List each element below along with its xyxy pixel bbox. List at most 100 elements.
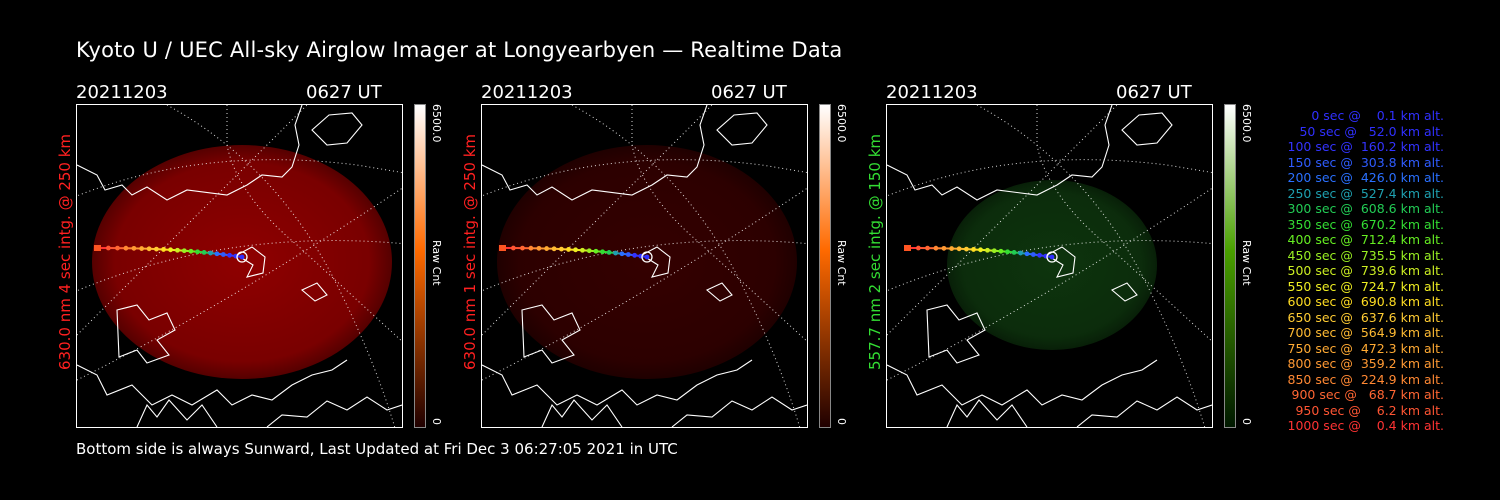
panel-2-time: 0627 UT [711, 82, 787, 103]
trajectory-point [971, 247, 976, 252]
legend-row: 900 sec @ 68.7 km alt. [1287, 387, 1444, 402]
legend-row: 650 sec @ 637.6 km alt. [1283, 309, 1445, 325]
footer-status: Bottom side is always Sunward, Last Upda… [76, 440, 678, 458]
legend-row: 950 sec @ 6.2 km alt. [1291, 402, 1444, 418]
trajectory-point [566, 247, 571, 252]
panel-1-colorbar [414, 104, 426, 428]
trajectory-point [925, 245, 930, 251]
legend-row: 300 sec @ 608.6 km alt. [1283, 201, 1445, 216]
trajectory-point [1037, 252, 1042, 258]
panel-3-colorbar-max: 6500.0 [1240, 104, 1253, 143]
legend-row: 50 sec @ 52.0 km alt. [1291, 123, 1444, 139]
panel-3-image [886, 104, 1213, 428]
legend-row: 150 sec @ 303.8 km alt. [1283, 154, 1445, 170]
panel-2-date: 20211203 [481, 82, 573, 103]
page-title: Kyoto U / UEC All-sky Airglow Imager at … [76, 38, 843, 62]
coastline [77, 359, 348, 406]
coastline [946, 399, 1028, 427]
longitude-line [77, 105, 308, 336]
panel-3-date: 20211203 [886, 82, 978, 103]
panel-3-colorbar-unit: Raw Cnt [1240, 240, 1253, 286]
legend-row: 350 sec @ 670.2 km alt. [1283, 216, 1445, 232]
station-marker [236, 251, 248, 263]
launch-marker [94, 245, 101, 251]
coastline [705, 282, 733, 302]
trajectory-legend: 0 sec @ 0.1 km alt. 50 sec @ 52.0 km alt… [1262, 108, 1445, 434]
panel-2-colorbar [819, 104, 831, 428]
trajectory-point [181, 248, 187, 254]
longitude-line [976, 105, 1206, 427]
coastline [640, 246, 671, 278]
trajectory-point [520, 245, 525, 251]
coastline [926, 304, 986, 364]
panel-1-time: 0627 UT [306, 82, 382, 103]
panel-2-colorbar-unit: Raw Cnt [835, 240, 848, 286]
trajectory-point [619, 251, 625, 257]
trajectory-point [551, 246, 557, 252]
launch-marker [904, 245, 911, 251]
coastline [235, 246, 266, 278]
coastline [1110, 282, 1138, 302]
panel-1-date: 20211203 [76, 82, 168, 103]
trajectory-point [1005, 249, 1010, 255]
trajectory-point [998, 248, 1004, 254]
coastline [116, 304, 176, 364]
legend-row: 800 sec @ 359.2 km alt. [1283, 356, 1445, 371]
panel-1-colorbar-max: 6500.0 [430, 104, 443, 143]
coastline [671, 396, 807, 427]
longitude-line [571, 105, 801, 427]
launch-marker [499, 245, 506, 251]
trajectory-point [195, 249, 200, 255]
legend-row: 1000 sec @ 0.4 km alt. [1287, 418, 1444, 433]
trajectory-point [123, 245, 129, 251]
trajectory-point [528, 245, 534, 251]
coastline [482, 359, 753, 406]
panel-2-image [481, 104, 808, 428]
longitude-line [887, 105, 1118, 336]
trajectory-point [600, 249, 605, 255]
coastline [482, 105, 708, 201]
trajectory-point [115, 245, 120, 251]
panel-3-time: 0627 UT [1116, 82, 1192, 103]
legend-row: 100 sec @ 160.2 km alt. [1283, 139, 1445, 154]
legend-row: 400 sec @ 712.4 km alt. [1283, 232, 1445, 247]
legend-row: 750 sec @ 472.3 km alt. [1283, 340, 1445, 356]
panel-1-colorbar-min: 0 [430, 418, 443, 425]
coastline [521, 304, 581, 364]
coastline [1045, 246, 1076, 278]
legend-row: 450 sec @ 735.5 km alt. [1283, 247, 1445, 263]
trajectory-point [933, 245, 939, 251]
panel-1-colorbar-unit: Raw Cnt [430, 240, 443, 286]
panel-2-wavelength-label: 630.0 nm 1 sec intg. @ 250 km [461, 133, 479, 370]
legend-row: 0 sec @ 0.1 km alt. [1299, 108, 1444, 123]
coastline [311, 112, 363, 146]
trajectory-point [188, 248, 194, 254]
panel-2-colorbar-max: 6500.0 [835, 104, 848, 143]
station-marker [641, 251, 653, 263]
coastline [887, 105, 1113, 201]
longitude-line [166, 105, 396, 427]
legend-row: 600 sec @ 690.8 km alt. [1283, 294, 1445, 309]
coastline [136, 399, 218, 427]
longitude-line [482, 105, 713, 336]
coastline [887, 359, 1158, 406]
station-marker [1046, 251, 1058, 263]
coastline [716, 112, 768, 146]
trajectory-point [956, 246, 962, 252]
coastline [1076, 396, 1212, 427]
coastline [77, 105, 303, 201]
panel-1-image [76, 104, 403, 428]
trajectory-point [991, 248, 997, 254]
panel-2-colorbar-min: 0 [835, 418, 848, 425]
legend-row: 550 sec @ 724.7 km alt. [1283, 278, 1445, 294]
coastline [300, 282, 328, 302]
allsky-image-svg [482, 105, 807, 427]
trajectory-point [1049, 254, 1055, 260]
trajectory-point [131, 245, 137, 251]
panel-3-colorbar [1224, 104, 1236, 428]
coastline [266, 396, 402, 427]
trajectory-point [1011, 250, 1017, 255]
legend-row: 850 sec @ 224.9 km alt. [1283, 371, 1445, 387]
allsky-image-svg [887, 105, 1212, 427]
trajectory-point [239, 254, 245, 260]
